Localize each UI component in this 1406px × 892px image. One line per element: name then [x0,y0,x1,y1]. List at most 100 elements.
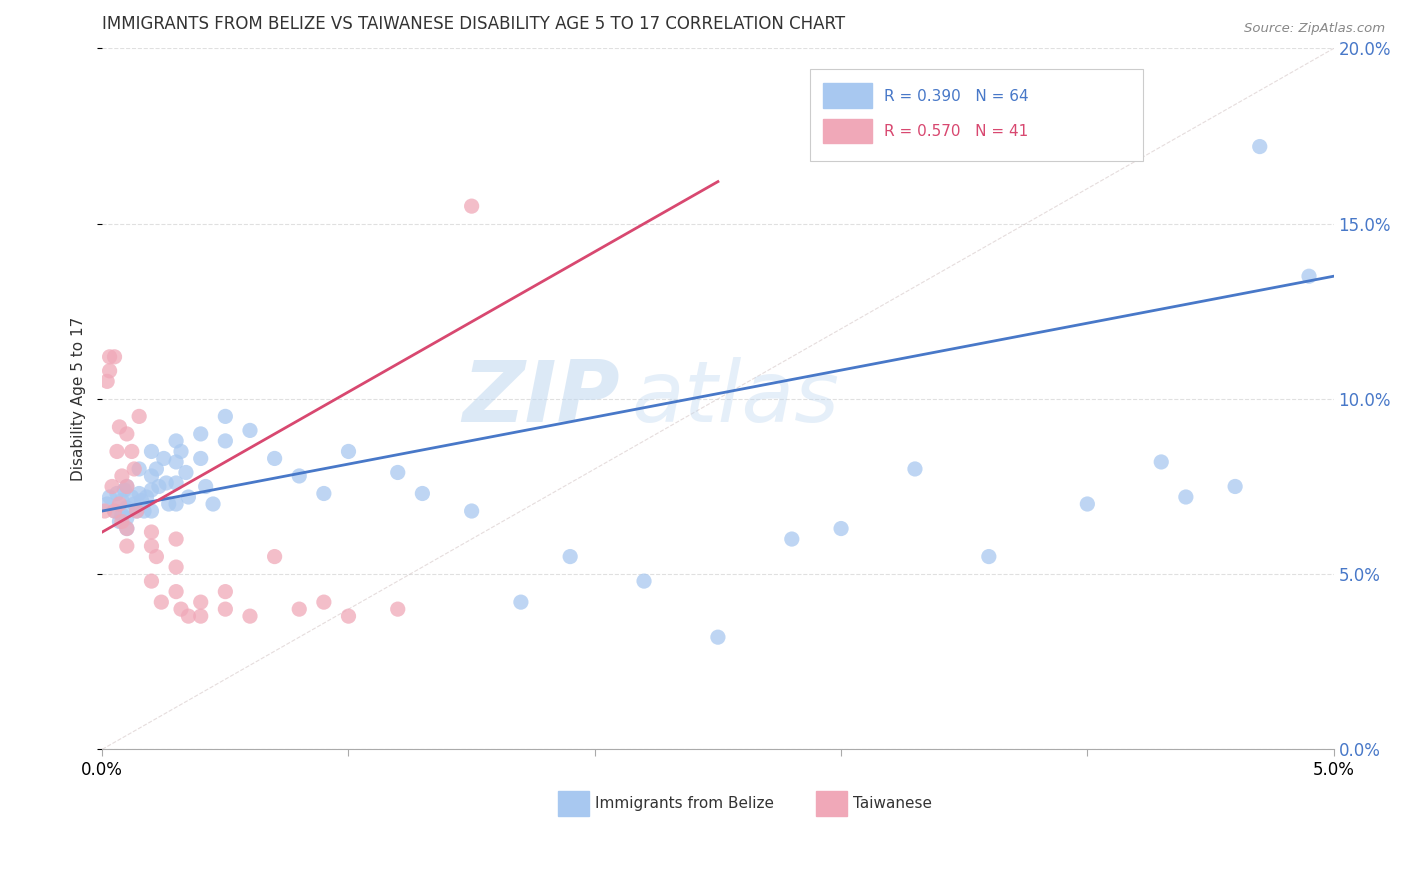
Point [165,434,187,448]
Point [112,483,135,497]
Point [115,522,138,536]
Point [145,549,167,564]
Point [103,504,125,518]
Point [1076,497,1098,511]
Bar [558,791,589,816]
Point [115,511,138,525]
Point [190,595,212,609]
Point [115,426,138,441]
Point [105,486,128,500]
Point [98,364,121,378]
Point [105,444,128,458]
Point [1249,139,1271,153]
Bar [823,119,872,143]
Point [98,490,121,504]
Point [141,524,163,539]
Point [165,497,187,511]
Point [108,497,131,511]
Point [141,539,163,553]
Point [103,350,125,364]
Point [460,199,482,213]
Point [108,420,131,434]
Point [132,504,155,518]
Point [387,602,409,616]
Point [115,539,138,553]
Point [177,609,200,624]
Point [165,475,187,490]
Point [263,549,285,564]
Point [904,462,927,476]
Point [214,584,236,599]
Point [135,490,157,504]
Point [101,479,124,493]
Point [141,504,163,518]
Point [157,497,180,511]
Text: atlas: atlas [631,358,839,441]
Point [202,497,225,511]
Point [121,444,143,458]
Point [214,602,236,616]
Text: ZIP: ZIP [461,358,620,441]
Point [263,451,285,466]
Point [141,444,163,458]
Point [165,455,187,469]
Point [977,549,1000,564]
Point [830,522,852,536]
Point [111,493,134,508]
Text: R = 0.570   N = 41: R = 0.570 N = 41 [884,124,1028,138]
Point [1223,479,1246,493]
Point [165,532,187,546]
Point [239,609,262,624]
Bar [823,84,872,108]
Point [387,466,409,480]
Point [177,490,200,504]
Point [128,462,150,476]
Text: IMMIGRANTS FROM BELIZE VS TAIWANESE DISABILITY AGE 5 TO 17 CORRELATION CHART: IMMIGRANTS FROM BELIZE VS TAIWANESE DISA… [103,15,845,33]
Point [194,479,217,493]
Point [141,483,163,497]
Point [111,515,134,529]
Point [174,466,197,480]
Point [411,486,433,500]
Point [170,444,193,458]
Point [560,549,582,564]
Point [190,609,212,624]
Point [633,574,655,588]
Point [121,490,143,504]
Text: Immigrants from Belize: Immigrants from Belize [595,796,773,811]
Point [165,584,187,599]
Point [460,504,482,518]
Point [1174,490,1197,504]
Point [115,500,138,515]
Bar [817,791,848,816]
Point [312,595,335,609]
Point [125,504,148,518]
Point [122,497,145,511]
FancyBboxPatch shape [810,70,1143,161]
Point [288,469,311,483]
Point [190,451,212,466]
Point [111,508,134,522]
Point [128,409,150,424]
Point [122,462,145,476]
Point [337,444,360,458]
Point [170,602,193,616]
Text: Source: ZipAtlas.com: Source: ZipAtlas.com [1244,22,1385,36]
Point [707,630,730,644]
Point [288,602,311,616]
Point [141,574,163,588]
Point [337,609,360,624]
Point [509,595,531,609]
Point [125,504,148,518]
Point [103,504,125,518]
Point [214,434,236,448]
Point [1298,269,1320,284]
Point [148,479,170,493]
Point [155,475,177,490]
Point [131,493,153,508]
Point [152,451,174,466]
Point [115,479,138,493]
Point [108,515,131,529]
Point [312,486,335,500]
Point [165,560,187,574]
